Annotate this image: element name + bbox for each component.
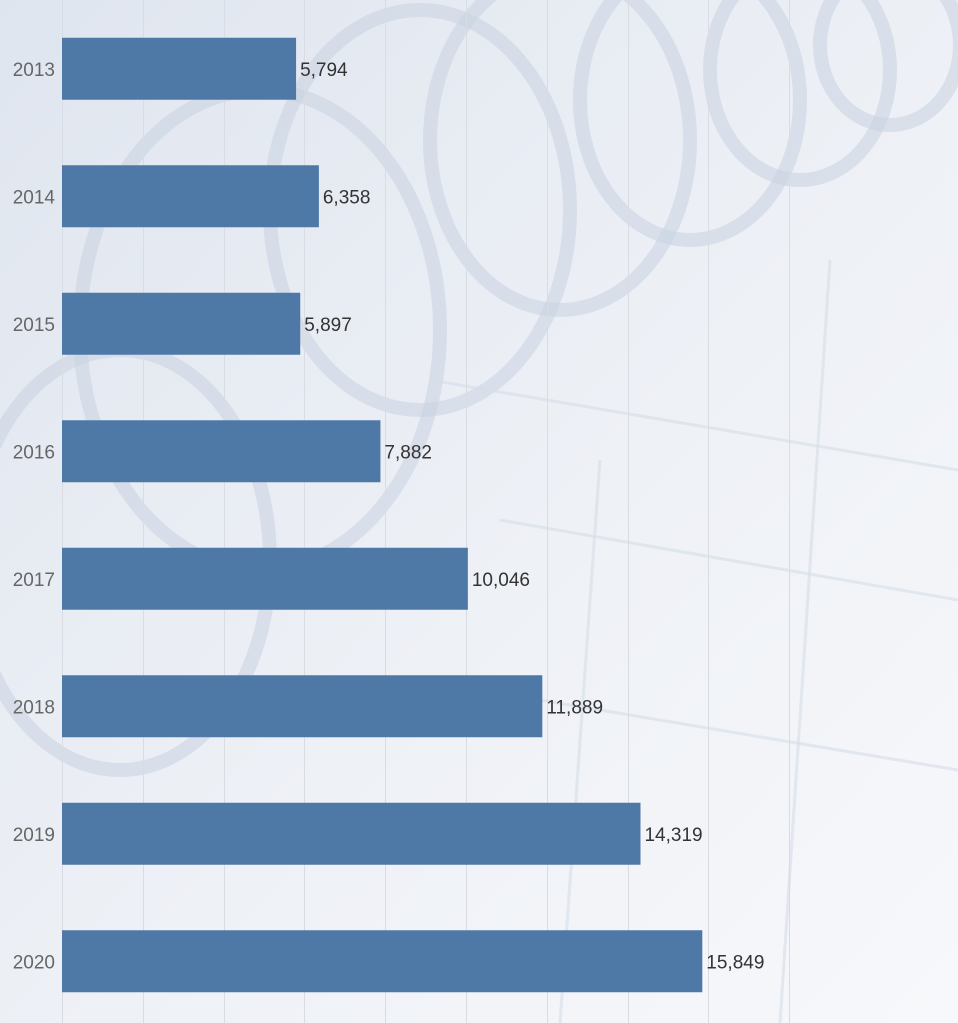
data-label: 14,319 (644, 825, 702, 846)
y-tick-label: 2017 (13, 570, 55, 591)
data-label: 5,794 (300, 60, 348, 81)
data-label: 5,897 (304, 315, 352, 336)
bar-2016[interactable] (62, 420, 381, 483)
bar-2020[interactable] (62, 930, 703, 993)
data-label: 10,046 (472, 570, 530, 591)
data-label: 11,889 (546, 697, 603, 718)
y-tick-label: 2014 (13, 187, 56, 208)
y-tick-label: 2016 (13, 442, 55, 463)
bar-2017[interactable] (62, 547, 468, 610)
y-tick-label: 2018 (13, 697, 55, 718)
bar-2018[interactable] (62, 675, 543, 738)
y-tick-label: 2013 (13, 60, 55, 81)
y-tick-label: 2019 (13, 825, 55, 846)
labels: 2013 5,794 2014 6,358 2015 5,897 2016 7,882 2017… (13, 60, 765, 974)
y-tick-label: 2020 (13, 952, 55, 973)
bar-2014[interactable] (62, 165, 319, 228)
gridlines (62, 0, 790, 1023)
y-tick-label: 2015 (13, 315, 55, 336)
data-label: 6,358 (323, 187, 371, 208)
data-label: 15,849 (706, 952, 764, 973)
bar-2013[interactable] (62, 37, 297, 100)
data-label: 7,882 (384, 442, 432, 463)
bar-2015[interactable] (62, 292, 301, 355)
bar-2019[interactable] (62, 802, 641, 865)
bars (62, 37, 703, 993)
